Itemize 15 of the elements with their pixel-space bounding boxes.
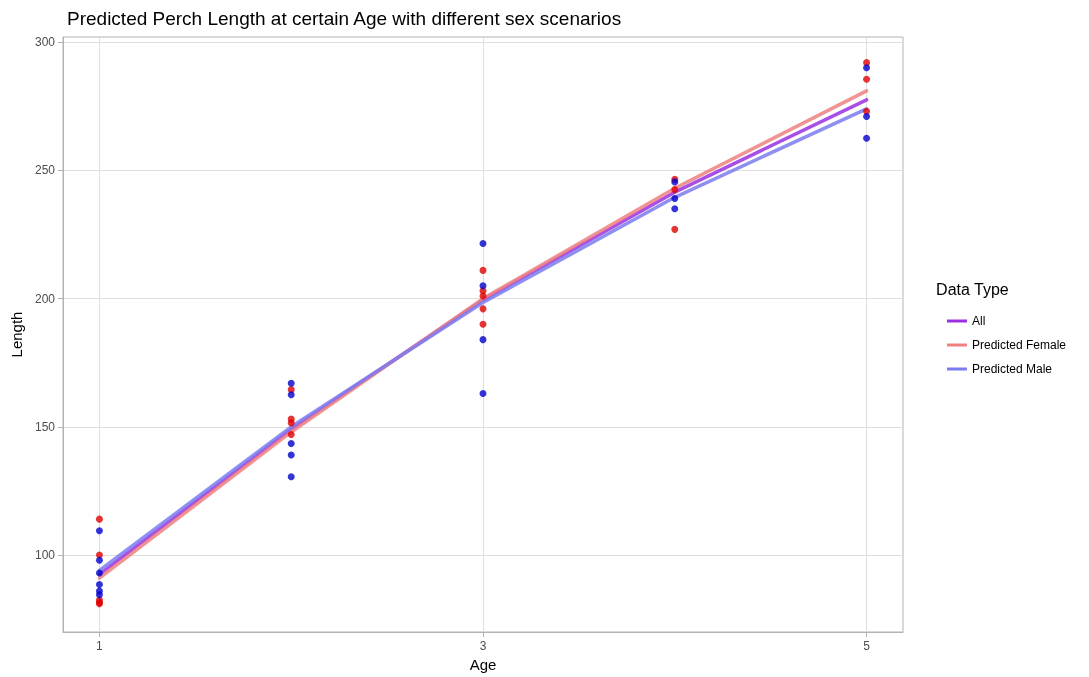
y-tick-label: 150 [34,419,56,434]
chart-title: Predicted Perch Length at certain Age with different sex scenarios [67,8,622,29]
y-tick-label: 100 [34,548,56,563]
legend-label: All [971,314,986,328]
legend-label: Predicted Male [971,362,1053,376]
x-tick-label: 5 [863,639,871,653]
x-axis-title: Age [469,655,497,673]
y-axis-title: Length [8,311,26,358]
y-tick-label: 300 [34,35,56,50]
y-tick-label: 200 [34,291,56,306]
legend-title: Data Type [936,280,1009,298]
x-tick-label: 3 [479,639,487,653]
legend-label: Predicted Female [971,338,1067,352]
x-tick-label: 1 [96,639,104,653]
y-tick-label: 250 [34,163,56,178]
